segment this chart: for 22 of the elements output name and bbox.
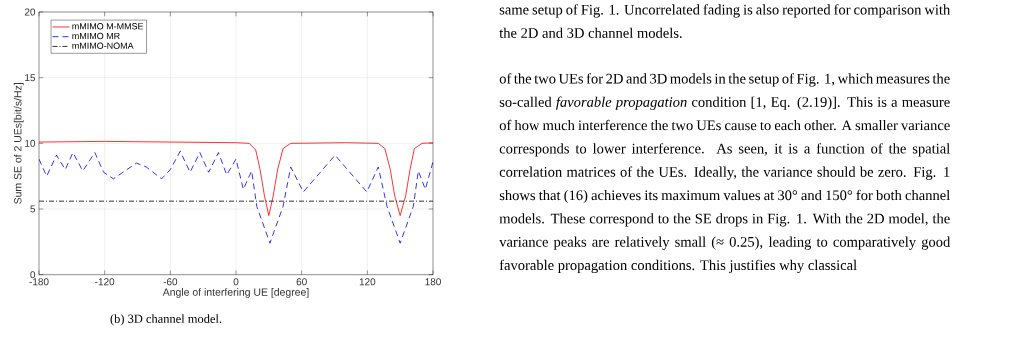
x-tick-label: 0 [233,278,239,286]
y-tick-label: 15 [25,74,36,82]
y-tick-label: 5 [30,205,36,213]
text: of the two UEs for 2D and 3D models in the setup of Fig. 1, which measures the so-called favorable propagation condition [1, Eq. (2.19)]. This is a measure of how much interference the two UEs cause to each other. A smaller variance corresponds to lower interference. As seen, it is a function of the spatial correlation matrices of the UEs. Ideally, the variance should be zero. Fig. 1 shows that (16) achieves its maximum values at 30° and 150° for both channel models. These correspond to the SE drops in Fig. 1. With the 2D model, the variance peaks are relatively small (≈ 0.25), leading to comparatively good favorable propagation conditions. This justifies why classical [499,73,951,274]
x-tick-label: 180 [425,278,441,286]
line-series [39,140,434,216]
y-axis-title: Sum SE of 2 UEs[bit/s/Hz] [13,83,24,204]
x-tick-label: 120 [359,278,376,286]
text: same setup of Fig. 1. Uncorrelated fading is also reported for comparison with the 2D and 3D channel models. [499,4,951,38]
x-axis-title: Angle of interfering UE [degree] [162,288,309,298]
y-tick-label: 10 [25,139,36,147]
legend-label: mMIMO-NOMA [72,42,134,49]
legend-label: mMIMO MR [72,32,120,40]
x-tick-label: 60 [296,278,307,286]
y-tick-label: 0 [30,271,36,279]
y-tick-label: 20 [24,8,36,16]
x-tick-label: -120 [95,278,115,286]
text: (b) 3D channel model. [110,314,222,326]
x-tick-label: -60 [163,278,178,286]
x-tick-label: -180 [29,278,49,286]
legend-label: mMIMO M-MMSE [72,23,144,30]
line-series [39,150,434,244]
